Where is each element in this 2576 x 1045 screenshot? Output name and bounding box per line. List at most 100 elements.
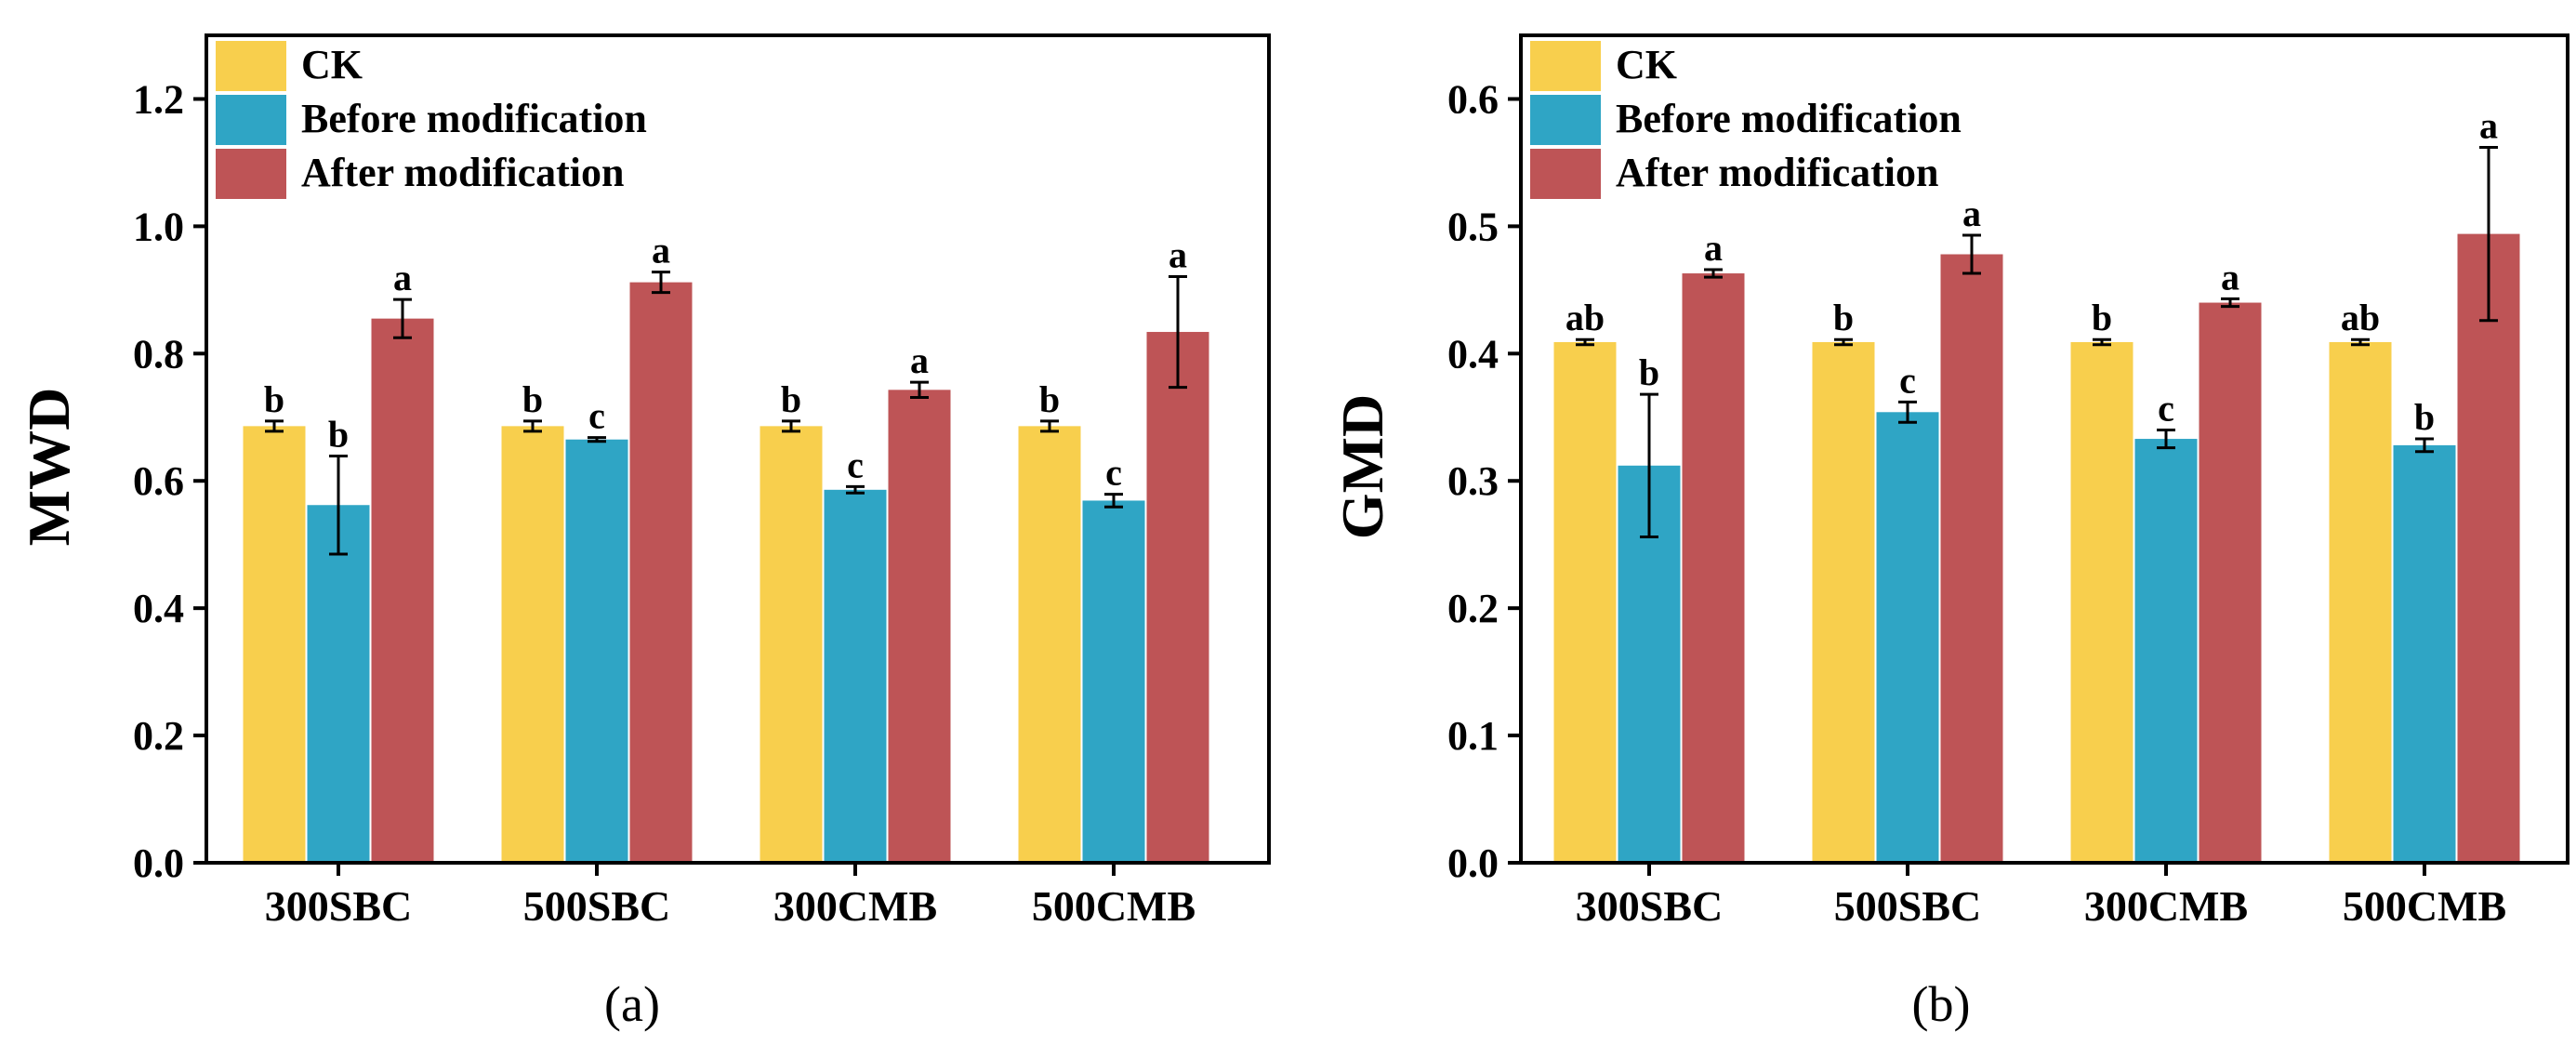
legend-label: Before modification [1616,96,1962,141]
bar [888,390,951,863]
y-tick-label: 0.2 [133,713,184,759]
legend: CK Before modification After modification [216,41,647,199]
bar-group [243,282,1209,864]
bar [1876,412,1939,863]
y-tick-label: 0.0 [133,840,184,886]
y-tick-label: 0.1 [1447,713,1499,759]
x-category-label: 300SBC [265,882,412,930]
bar [824,489,887,863]
y-tick-label: 1.2 [133,76,184,122]
significance-letter: b [2092,297,2112,338]
significance-letter: ab [2341,297,2380,338]
legend-label: CK [301,42,363,87]
significance-letter: b [2414,396,2435,438]
y-tick-label: 1.0 [133,204,184,249]
bar [629,282,693,864]
bar [1146,332,1209,863]
bar [1682,273,1745,863]
bar [2134,439,2198,863]
significance-letter: b [1639,351,1659,393]
significance-letter: a [393,257,412,298]
y-tick-label: 0.2 [1447,586,1499,631]
significance-letter: c [588,395,605,437]
bar [243,426,306,863]
x-category-label: 300SBC [1576,882,1723,930]
x-axis-categories: 300SBC 500SBC 300CMB 500CMB [1576,863,2506,930]
significance-letter: a [1962,192,1981,234]
bar [1553,341,1617,863]
y-axis-label: GMD [1329,394,1395,539]
significance-letter: a [652,230,670,271]
legend-swatch [1530,95,1601,145]
y-tick-label: 0.6 [1447,76,1499,122]
legend-swatch [1530,149,1601,199]
legend: CK Before modification After modification [1530,41,1962,199]
significance-letter: b [522,378,543,420]
x-category-label: 500SBC [523,882,670,930]
x-category-label: 500SBC [1834,882,1981,930]
y-tick-label: 0.0 [1447,840,1499,886]
x-category-label: 300CMB [2084,882,2248,930]
legend-swatch [216,41,286,91]
y-tick-label: 0.8 [133,331,184,377]
error-bar-group [1576,145,2498,538]
legend-label: After modification [301,150,624,195]
legend-label: After modification [1616,150,1938,195]
bar [760,426,823,863]
significance-letter: b [781,378,801,420]
bar [565,439,628,863]
bar [1940,254,2003,863]
significance-letter: a [910,339,929,381]
bar [2199,302,2262,863]
significance-letter: b [1833,297,1854,338]
significance-letter: a [2479,104,2498,146]
bar [2070,341,2133,863]
x-category-label: 300CMB [773,882,937,930]
significance-letter: c [2158,387,2174,429]
plot-frame [1519,33,2569,865]
bar [501,426,564,863]
y-tick-label: 0.4 [133,586,184,631]
panel-label: (b) [1912,976,1971,1032]
y-axis-ticks: 0.0 0.2 0.4 0.6 0.8 1.0 1.2 [133,76,206,886]
x-axis-categories: 300SBC 500SBC 300CMB 500CMB [265,863,1196,930]
significance-letter: b [264,378,284,420]
significance-letter: b [1039,378,1060,420]
bar-group [1553,233,2520,864]
significance-letter: c [1105,452,1122,494]
bar [307,505,370,863]
legend-label: Before modification [301,96,647,141]
significance-letter-group: b b a b c a b c a b c a [264,230,1187,494]
y-axis-label: MWD [16,388,82,547]
significance-letter: a [2221,256,2239,298]
y-tick-label: 0.3 [1447,458,1499,504]
y-tick-label: 0.5 [1447,204,1499,249]
y-tick-label: 0.4 [1447,331,1499,377]
x-category-label: 500CMB [2343,882,2506,930]
bar [371,318,434,864]
bar [2393,444,2456,863]
panel-label: (a) [604,976,660,1032]
bar [1082,500,1145,863]
significance-letter: a [1704,227,1723,269]
x-category-label: 500CMB [1032,882,1196,930]
significance-letter: c [1899,359,1916,401]
error-bar-group [265,271,1187,556]
significance-letter: a [1169,233,1187,275]
legend-swatch [216,95,286,145]
bar [2457,233,2520,864]
significance-letter: ab [1565,297,1605,338]
plot-frame [205,33,1271,865]
significance-letter: b [328,414,349,456]
y-tick-label: 0.6 [133,458,184,504]
significance-letter: c [847,443,864,485]
legend-label: CK [1616,42,1677,87]
panel-a: b b a b c a b c a b c a 0.0 0.2 0.4 0.6 0.8 1.0 1.2 300SB… [16,33,1271,1032]
legend-swatch [216,149,286,199]
bar [2329,341,2392,863]
bar [1018,426,1081,863]
y-axis-ticks: 0.0 0.1 0.2 0.3 0.4 0.5 0.6 [1447,76,1521,886]
